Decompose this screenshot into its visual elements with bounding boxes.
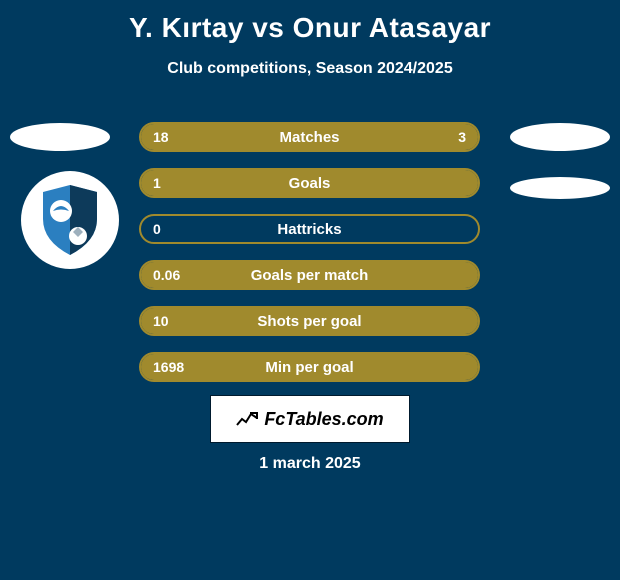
bar-label: Goals per match — [141, 262, 478, 288]
bar-label: Hattricks — [141, 216, 478, 242]
page-title: Y. Kırtay vs Onur Atasayar — [0, 0, 620, 44]
bar-label: Goals — [141, 170, 478, 196]
team-right-logo-placeholder — [510, 177, 610, 199]
player-right-photo-placeholder — [510, 123, 610, 151]
bar-label: Matches — [141, 124, 478, 150]
footer-brand-box: FcTables.com — [210, 395, 410, 443]
bar-label: Shots per goal — [141, 308, 478, 334]
footer-date: 1 march 2025 — [0, 455, 620, 473]
brand-logo-icon — [236, 410, 258, 428]
bar-value-right: 3 — [458, 124, 466, 150]
footer-brand-text: FcTables.com — [264, 409, 383, 430]
bar-row-shots-per-goal: 10 Shots per goal — [139, 306, 480, 336]
team-left-logo — [21, 171, 119, 269]
bar-label: Min per goal — [141, 354, 478, 380]
bar-row-min-per-goal: 1698 Min per goal — [139, 352, 480, 382]
player-left-photo-placeholder — [10, 123, 110, 151]
page-subtitle: Club competitions, Season 2024/2025 — [0, 60, 620, 78]
bar-row-hattricks: 0 Hattricks — [139, 214, 480, 244]
bar-row-matches: 18 Matches 3 — [139, 122, 480, 152]
bar-row-goals-per-match: 0.06 Goals per match — [139, 260, 480, 290]
bar-row-goals: 1 Goals — [139, 168, 480, 198]
shield-icon — [39, 185, 101, 255]
comparison-bars: 18 Matches 3 1 Goals 0 Hattricks 0.06 Go… — [139, 122, 480, 398]
